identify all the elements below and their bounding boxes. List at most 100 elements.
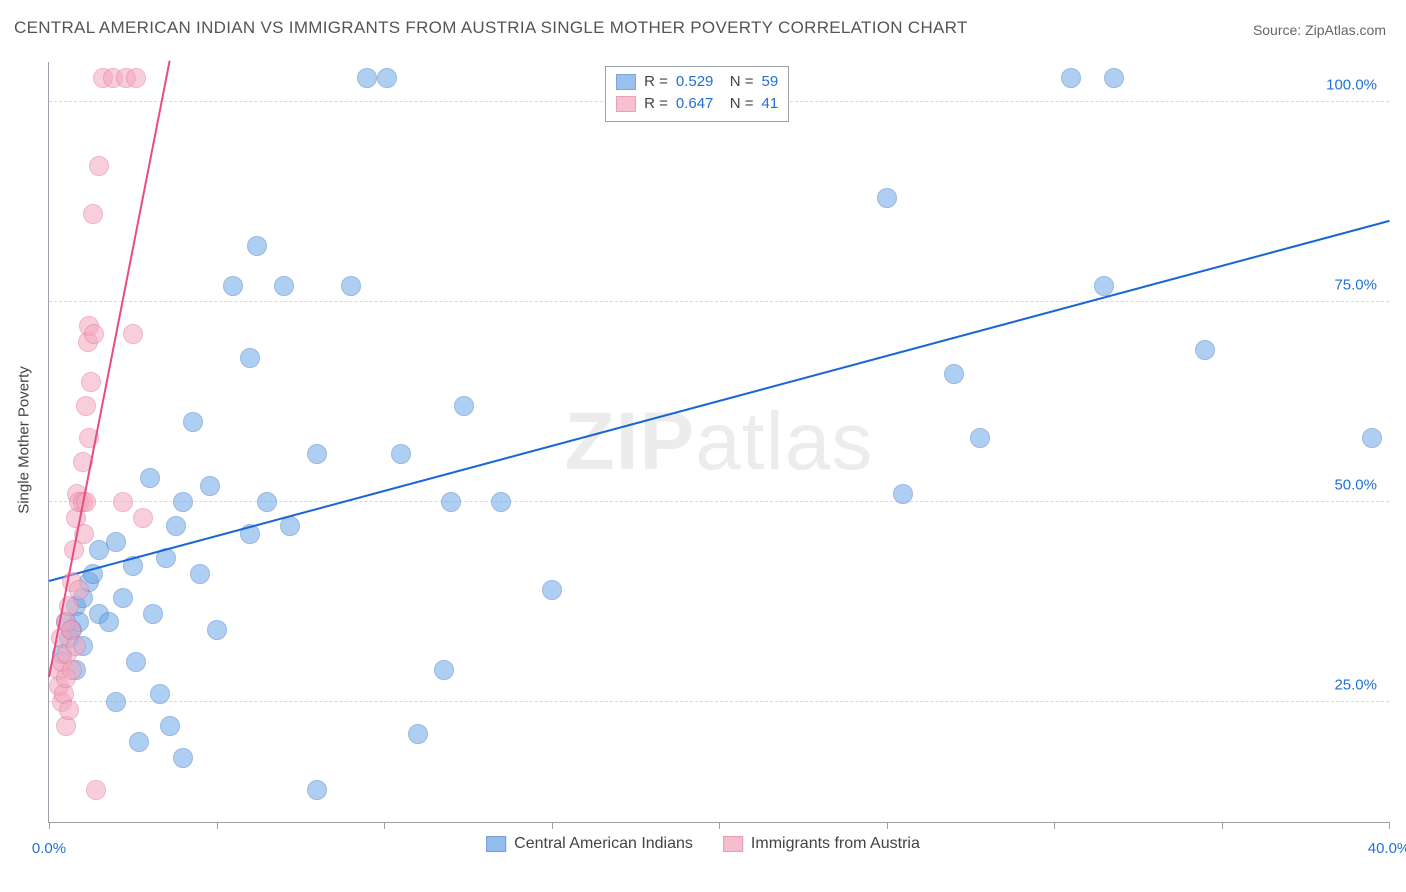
data-point (1195, 340, 1215, 360)
legend-swatch (616, 74, 636, 90)
data-point (1061, 68, 1081, 88)
data-point (89, 156, 109, 176)
y-tick-label: 25.0% (1334, 677, 1377, 694)
stats-n-label: N = (721, 93, 753, 115)
x-tick (1389, 822, 1390, 829)
legend-swatch (486, 836, 506, 852)
data-point (190, 564, 210, 584)
watermark-bold: ZIP (565, 396, 696, 487)
stats-row: R = 0.647 N = 41 (616, 93, 778, 115)
data-point (123, 324, 143, 344)
x-tick-label: 0.0% (32, 840, 66, 857)
chart-container: CENTRAL AMERICAN INDIAN VS IMMIGRANTS FR… (0, 0, 1406, 892)
trend-line (49, 220, 1390, 582)
data-point (81, 372, 101, 392)
data-point (69, 580, 89, 600)
gridline (49, 301, 1389, 302)
data-point (166, 516, 186, 536)
data-point (1104, 68, 1124, 88)
data-point (341, 276, 361, 296)
x-tick (217, 822, 218, 829)
stats-n-value: 41 (762, 93, 779, 115)
data-point (99, 612, 119, 632)
gridline (49, 701, 1389, 702)
data-point (357, 68, 377, 88)
data-point (274, 276, 294, 296)
x-tick (384, 822, 385, 829)
source-label: Source: ZipAtlas.com (1253, 22, 1386, 38)
y-tick-label: 75.0% (1334, 277, 1377, 294)
data-point (542, 580, 562, 600)
data-point (113, 588, 133, 608)
legend-swatch (616, 96, 636, 112)
data-point (240, 348, 260, 368)
stats-r-label: R = (644, 93, 668, 115)
y-axis-title: Single Mother Poverty (16, 366, 33, 514)
series-legend: Central American Indians Immigrants from … (486, 835, 920, 853)
chart-title: CENTRAL AMERICAN INDIAN VS IMMIGRANTS FR… (14, 18, 968, 38)
data-point (377, 68, 397, 88)
data-point (307, 444, 327, 464)
x-tick (552, 822, 553, 829)
data-point (66, 636, 86, 656)
data-point (106, 532, 126, 552)
data-point (257, 492, 277, 512)
data-point (408, 724, 428, 744)
stats-n-value: 59 (762, 71, 779, 93)
data-point (223, 276, 243, 296)
data-point (106, 692, 126, 712)
data-point (307, 780, 327, 800)
data-point (247, 236, 267, 256)
legend-swatch (723, 836, 743, 852)
legend-item: Immigrants from Austria (723, 835, 920, 853)
data-point (173, 748, 193, 768)
data-point (877, 188, 897, 208)
data-point (1094, 276, 1114, 296)
data-point (173, 492, 193, 512)
data-point (944, 364, 964, 384)
legend-item: Central American Indians (486, 835, 693, 853)
x-tick (887, 822, 888, 829)
data-point (76, 396, 96, 416)
data-point (129, 732, 149, 752)
data-point (150, 684, 170, 704)
stats-n-label: N = (721, 71, 753, 93)
x-tick (1222, 822, 1223, 829)
data-point (133, 508, 153, 528)
data-point (59, 700, 79, 720)
x-tick (719, 822, 720, 829)
data-point (970, 428, 990, 448)
plot-area: ZIPatlas 25.0%50.0%75.0%100.0%0.0%40.0%R… (48, 62, 1389, 823)
data-point (86, 780, 106, 800)
data-point (391, 444, 411, 464)
data-point (1362, 428, 1382, 448)
data-point (83, 204, 103, 224)
x-tick (1054, 822, 1055, 829)
gridline (49, 501, 1389, 502)
data-point (454, 396, 474, 416)
data-point (200, 476, 220, 496)
stats-row: R = 0.529 N = 59 (616, 71, 778, 93)
data-point (126, 652, 146, 672)
legend-label: Central American Indians (514, 835, 693, 853)
data-point (434, 660, 454, 680)
data-point (143, 604, 163, 624)
watermark-rest: atlas (695, 396, 873, 487)
stats-r-label: R = (644, 71, 668, 93)
data-point (160, 716, 180, 736)
x-tick-label: 40.0% (1368, 840, 1406, 857)
trend-line (48, 61, 171, 677)
y-tick-label: 100.0% (1326, 77, 1377, 94)
stats-r-value: 0.529 (676, 71, 714, 93)
legend-label: Immigrants from Austria (751, 835, 920, 853)
stats-r-value: 0.647 (676, 93, 714, 115)
data-point (113, 492, 133, 512)
data-point (62, 660, 82, 680)
y-tick-label: 50.0% (1334, 477, 1377, 494)
data-point (140, 468, 160, 488)
watermark: ZIPatlas (565, 395, 874, 489)
data-point (893, 484, 913, 504)
data-point (76, 492, 96, 512)
stats-legend: R = 0.529 N = 59R = 0.647 N = 41 (605, 66, 789, 122)
data-point (84, 324, 104, 344)
